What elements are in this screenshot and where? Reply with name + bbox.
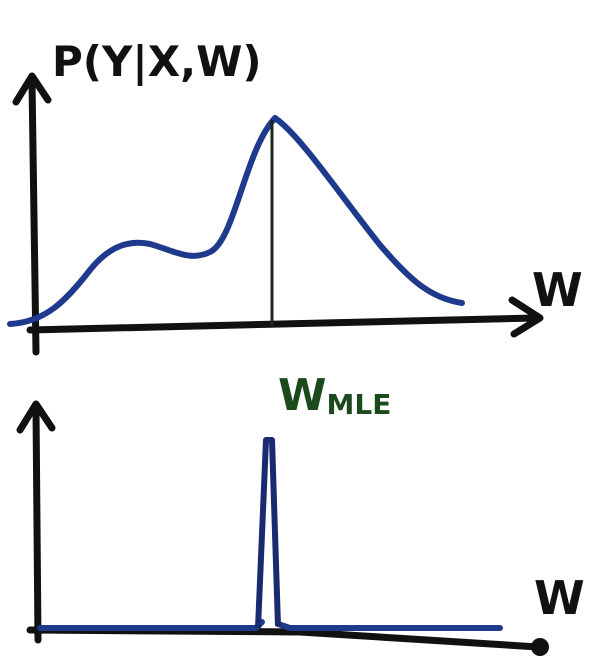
bottom-x-axis-label: W [534, 571, 585, 625]
mle-label-subscript: MLE [327, 388, 392, 421]
bottom-plot: W [16, 400, 585, 656]
top-y-axis-label: P(Y|X,W) [52, 37, 262, 86]
bottom-x-axis [26, 626, 542, 651]
top-plot: P(Y|X,W) W WMLE [7, 37, 583, 421]
mle-label: WMLE [278, 370, 391, 421]
top-y-axis-arrowhead [12, 72, 52, 106]
likelihood-curve [7, 115, 465, 327]
top-y-axis [28, 78, 40, 356]
bottom-y-axis [32, 406, 42, 644]
top-x-axis [26, 314, 539, 334]
bottom-y-axis-arrowhead [16, 400, 56, 434]
delta-curve-baseline [37, 619, 503, 631]
mle-label-main: W [278, 370, 327, 421]
bottom-x-axis-endpoint [531, 638, 549, 656]
top-x-axis-label: W [532, 263, 583, 317]
delta-spike [255, 437, 281, 629]
top-x-axis-arrowhead [508, 296, 544, 338]
